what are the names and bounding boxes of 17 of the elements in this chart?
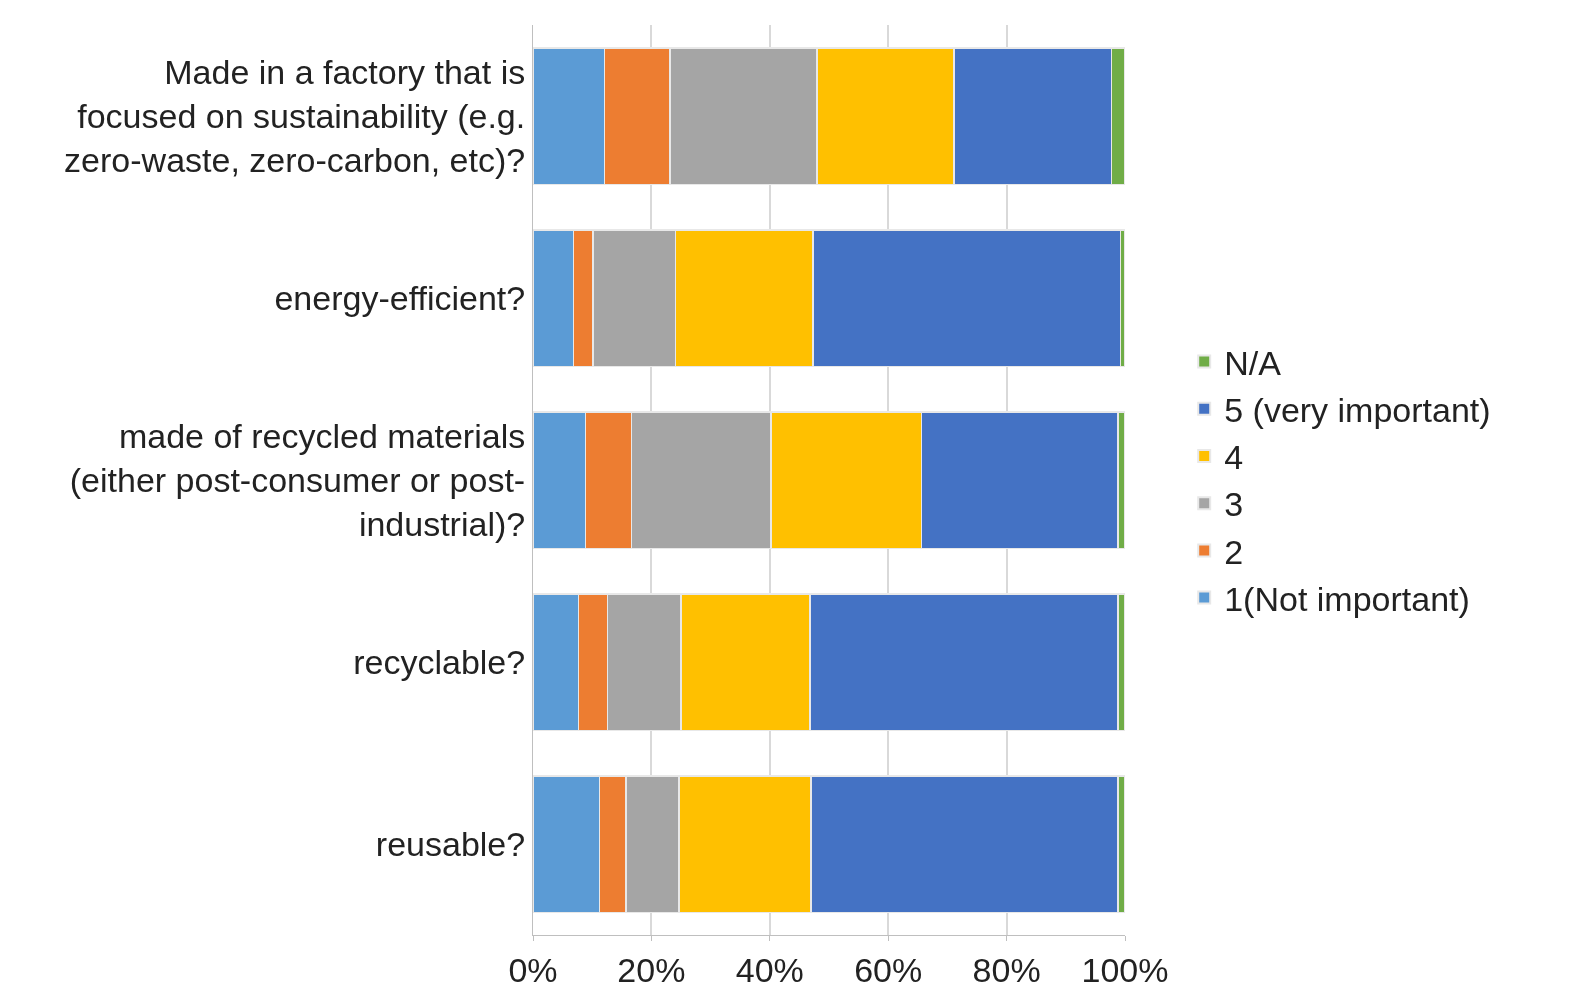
- legend-label: 3: [1224, 485, 1244, 524]
- x-tick-label: 100%: [1081, 950, 1169, 989]
- x-tick-label: 40%: [735, 950, 804, 989]
- y-tick-label: made of recycled materials (either post-consumer or post-industrial)?: [69, 416, 526, 544]
- y-tick-label: recyclable?: [353, 642, 526, 681]
- y-tick-label: Made in a factory that is focused on sustainability (e.g. zero-waste, zero-carbon, etc)?: [64, 52, 526, 180]
- x-tick-label: 60%: [854, 950, 923, 989]
- legend-label: 4: [1224, 438, 1244, 477]
- legend-label: 1(Not important): [1224, 579, 1470, 618]
- legend-label: 5 (very important): [1224, 391, 1491, 430]
- x-tick-label: 0%: [508, 950, 558, 989]
- legend-label: 2: [1224, 532, 1244, 571]
- y-tick-label: reusable?: [375, 824, 526, 863]
- legend-label: N/A: [1224, 343, 1282, 382]
- x-tick-label: 80%: [972, 950, 1041, 989]
- x-tick-label: 20%: [617, 950, 686, 989]
- y-tick-label: energy-efficient?: [274, 278, 526, 317]
